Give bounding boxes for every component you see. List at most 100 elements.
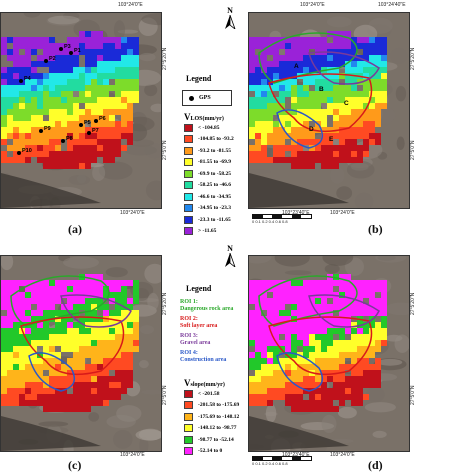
deformation-pixel [7,364,13,370]
deformation-pixel [315,91,321,97]
deformation-pixel [369,346,375,352]
deformation-pixel [285,382,291,388]
deformation-pixel [19,316,25,322]
deformation-pixel [121,115,127,121]
deformation-pixel [363,370,369,376]
deformation-pixel [109,292,115,298]
deformation-pixel [25,364,31,370]
deformation-pixel [285,322,291,328]
deformation-pixel [327,127,333,133]
deformation-pixel [303,55,309,61]
terrain-patch [92,164,106,182]
deformation-pixel [73,352,79,358]
deformation-pixel [375,298,381,304]
deformation-pixel [345,49,351,55]
deformation-pixel [49,91,55,97]
deformation-pixel [381,322,387,328]
deformation-pixel [315,286,321,292]
deformation-pixel [49,406,55,412]
deformation-pixel [297,55,303,61]
deformation-pixel [345,73,351,79]
site-label: E [329,136,334,143]
deformation-pixel [303,328,309,334]
deformation-pixel [363,103,369,109]
deformation-pixel [345,364,351,370]
deformation-pixel [127,37,133,43]
deformation-pixel [61,109,67,115]
deformation-pixel [55,85,61,91]
deformation-pixel [303,43,309,49]
gps-point-label: P1 [74,48,81,54]
deformation-pixel [115,91,121,97]
deformation-pixel [85,79,91,85]
deformation-pixel [285,43,291,49]
deformation-pixel [267,139,273,145]
vlos-class-swatch [184,181,193,190]
deformation-pixel [127,340,133,346]
deformation-pixel [285,298,291,304]
deformation-pixel [279,73,285,79]
deformation-pixel [25,109,31,115]
deformation-pixel [291,163,297,169]
deformation-pixel [1,304,7,310]
vlos-class-swatch [184,123,193,132]
deformation-pixel [297,43,303,49]
deformation-pixel [1,364,7,370]
deformation-pixel [249,280,255,286]
deformation-pixel [121,67,127,73]
deformation-pixel [273,298,279,304]
deformation-pixel [121,280,127,286]
coord-lat-b1: 27°5'20"N [410,47,416,70]
gps-point [79,123,83,127]
deformation-pixel [369,352,375,358]
deformation-pixel [255,370,261,376]
vlos-class-swatch [184,158,193,167]
deformation-pixel [79,280,85,286]
deformation-pixel [103,109,109,115]
deformation-pixel [55,370,61,376]
deformation-pixel [273,133,279,139]
deformation-pixel [31,61,37,67]
deformation-pixel [363,328,369,334]
deformation-pixel [127,115,133,121]
deformation-pixel [285,55,291,61]
deformation-pixel [103,280,109,286]
deformation-pixel [363,322,369,328]
deformation-pixel [381,55,387,61]
deformation-pixel [61,91,67,97]
deformation-pixel [1,400,7,406]
deformation-pixel [19,352,25,358]
deformation-pixel [309,298,315,304]
deformation-pixel [67,151,73,157]
deformation-pixel [255,67,261,73]
terrain-patch [124,145,157,156]
deformation-pixel [357,109,363,115]
deformation-pixel [321,97,327,103]
deformation-pixel [121,37,127,43]
deformation-pixel [13,127,19,133]
deformation-pixel [369,286,375,292]
deformation-pixel [49,388,55,394]
deformation-pixel [37,103,43,109]
deformation-pixel [321,85,327,91]
deformation-pixel [25,151,31,157]
deformation-pixel [49,376,55,382]
deformation-pixel [1,121,7,127]
deformation-pixel [291,73,297,79]
deformation-pixel [321,352,327,358]
deformation-pixel [61,151,67,157]
deformation-pixel [43,388,49,394]
deformation-pixel [109,73,115,79]
deformation-pixel [297,67,303,73]
deformation-pixel [345,310,351,316]
deformation-pixel [339,400,345,406]
deformation-pixel [91,97,97,103]
deformation-pixel [369,103,375,109]
deformation-pixel [13,328,19,334]
deformation-pixel [333,352,339,358]
deformation-pixel [85,304,91,310]
deformation-pixel [85,346,91,352]
deformation-pixel [79,376,85,382]
deformation-pixel [249,109,255,115]
deformation-pixel [249,55,255,61]
